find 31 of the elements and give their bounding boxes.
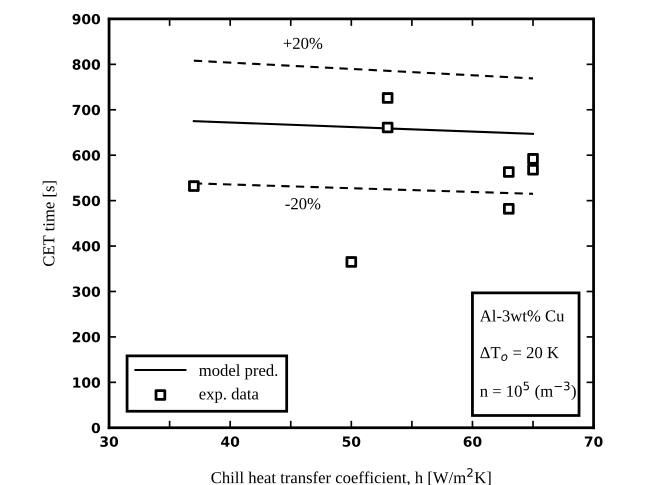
legend-label: model pred. [199, 364, 278, 380]
point [346, 256, 358, 268]
y-tick-label: 800 [72, 59, 100, 70]
y-tick-label: 600 [72, 150, 100, 161]
y-tick-label: 100 [73, 377, 100, 388]
point [382, 122, 394, 134]
point [188, 180, 200, 192]
y-tick-label: 200 [72, 332, 100, 342]
y-tick-label: 300 [72, 286, 100, 297]
annotation: n = 10$^{5}$ (m$^{−3}$) [480, 382, 576, 400]
legend-label: exp. data [199, 388, 259, 403]
y-tick-label: 0 [92, 422, 100, 434]
point [503, 203, 515, 215]
point [527, 153, 539, 165]
y-tick-label: 500 [72, 196, 100, 206]
point [503, 166, 515, 178]
y-axis-title: CET time [s] [42, 181, 57, 266]
annotation: -20% [285, 198, 320, 210]
annotation: ΔT$_{o}$ = 20 K [480, 347, 559, 361]
point [527, 164, 539, 176]
x-tick-label: 70 [584, 436, 603, 447]
x-tick-label: 40 [221, 436, 240, 447]
y-tick-label: 400 [72, 241, 100, 252]
x-tick-label: 60 [464, 436, 482, 447]
y-tick-label: 900 [72, 14, 100, 24]
point [382, 92, 394, 104]
x-tick-label: 30 [100, 436, 118, 447]
annotation: Al-3wt% Cu [480, 310, 564, 322]
y-tick-label: 700 [72, 104, 100, 116]
x-tick-label: 50 [342, 436, 360, 447]
annotation: +20% [284, 38, 322, 50]
